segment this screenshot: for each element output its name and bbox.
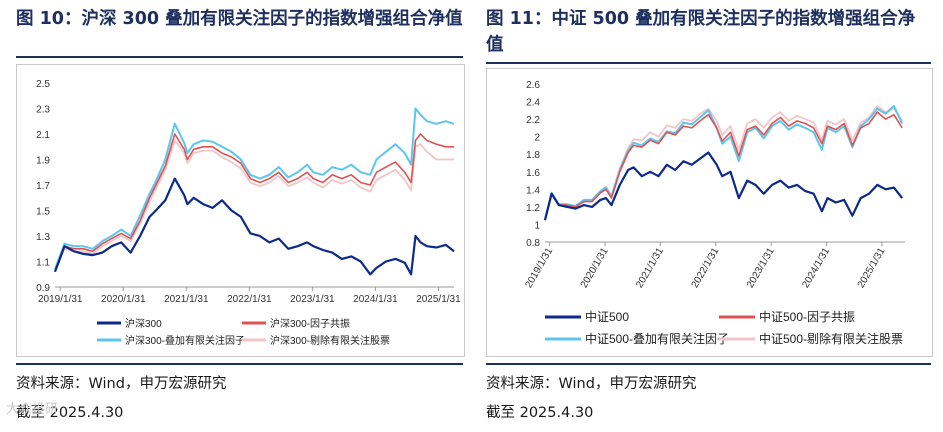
series-line-1 xyxy=(544,111,903,221)
figure-11-date-note: 截至 2025.4.30 xyxy=(486,405,594,421)
figure-10-bottom-rule xyxy=(16,363,463,365)
legend-label: 中证500 xyxy=(585,309,629,324)
figure-11-top-rule xyxy=(486,62,931,64)
figure-11-title-line2: 值 xyxy=(486,35,504,55)
x-tick-label: 2023/1/31 xyxy=(290,294,335,305)
figure-11-chart-frame: 0.8 1 1.2 1.4 1.6 1.8 2 2.2 2.4 2.6 2019/1/31 2020/… xyxy=(486,68,933,357)
figure-10-chart-frame: 0.9 1.1 1.3 1.5 1.7 1.9 2.1 2.3 2.5 2019/1/31 2020… xyxy=(16,64,465,357)
figure-10-date-note: 截至 2025.4.30 xyxy=(16,405,124,421)
x-tick-label: 2022/1/31 xyxy=(690,246,722,290)
x-tick-label: 2025/1/31 xyxy=(416,294,461,305)
y-tick-label: 1.1 xyxy=(36,258,50,269)
legend-label: 中证500-叠加有限关注因子 xyxy=(585,331,729,346)
series-line-2 xyxy=(54,107,455,270)
figure-11-bottom-rule xyxy=(486,363,931,365)
figure-11-line-chart: 0.8 1 1.2 1.4 1.6 1.8 2 2.2 2.4 2.6 2019/1/31 2020/… xyxy=(523,80,905,346)
figure-10-source: 资料来源：Wind，申万宏源研究 xyxy=(16,376,227,392)
legend-label: 沪深300-因子共振 xyxy=(270,317,350,330)
y-tick-label: 1.7 xyxy=(36,181,50,192)
legend-label: 中证500-因子共振 xyxy=(759,309,855,324)
y-tick-label: 1.4 xyxy=(526,185,540,196)
legend-label: 沪深300 xyxy=(125,317,162,330)
x-tick-label: 2024/1/31 xyxy=(800,246,832,290)
x-tick-label: 2020/1/31 xyxy=(579,246,611,290)
y-tick-label: 1 xyxy=(534,220,540,231)
x-tick-label: 2021/1/31 xyxy=(634,246,666,290)
y-tick-label: 2.3 xyxy=(36,105,50,116)
x-tick-label: 2025/1/31 xyxy=(856,246,888,290)
y-tick-label: 1.9 xyxy=(36,156,50,167)
x-tick-label: 2019/1/31 xyxy=(38,294,83,305)
y-tick-label: 2.1 xyxy=(36,130,50,141)
series-line-0 xyxy=(543,151,904,221)
y-tick-label: 0.8 xyxy=(526,238,540,249)
legend-label: 中证500-剔除有限关注股票 xyxy=(759,331,903,346)
y-tick-label: 1.3 xyxy=(36,232,50,243)
legend-label: 沪深300-叠加有限关注因子 xyxy=(125,334,245,347)
figure-10-line-chart: 0.9 1.1 1.3 1.5 1.7 1.9 2.1 2.3 2.5 2019/1/31 2020… xyxy=(36,79,461,347)
y-tick-label: 2.2 xyxy=(526,115,540,126)
x-tick-label: 2023/1/31 xyxy=(745,246,777,290)
x-tick-label: 2024/1/31 xyxy=(353,294,398,305)
legend-label: 沪深300-剔除有限关注股票 xyxy=(270,334,390,347)
y-tick-label: 1.2 xyxy=(526,203,540,214)
y-tick-label: 1.6 xyxy=(526,168,540,179)
y-tick-label: 1.8 xyxy=(526,150,540,161)
series-line-3 xyxy=(54,139,454,273)
y-tick-label: 1.5 xyxy=(36,207,50,218)
figure-11-source: 资料来源：Wind，申万宏源研究 xyxy=(486,376,697,392)
watermark: 大众投研 xyxy=(6,402,59,417)
x-tick-label: 2019/1/31 xyxy=(523,246,555,290)
y-tick-label: 2.4 xyxy=(526,98,540,109)
series-line-3 xyxy=(544,105,903,222)
y-tick-label: 2.5 xyxy=(36,79,50,90)
figure-11-title-line1: 图 11：中证 500 叠加有限关注因子的指数增强组合净 xyxy=(486,9,916,29)
series-line-1 xyxy=(54,133,454,272)
figure-10-title: 图 10：沪深 300 叠加有限关注因子的指数增强组合净值 xyxy=(16,9,463,29)
x-tick-label: 2021/1/31 xyxy=(164,294,209,305)
y-tick-label: 0.9 xyxy=(36,283,50,294)
y-tick-label: 2.6 xyxy=(526,80,540,91)
x-tick-label: 2022/1/31 xyxy=(227,294,272,305)
y-tick-label: 2 xyxy=(534,133,540,144)
x-tick-label: 2020/1/31 xyxy=(101,294,146,305)
series-line-0 xyxy=(53,177,455,276)
figure-10-top-rule xyxy=(16,56,463,58)
